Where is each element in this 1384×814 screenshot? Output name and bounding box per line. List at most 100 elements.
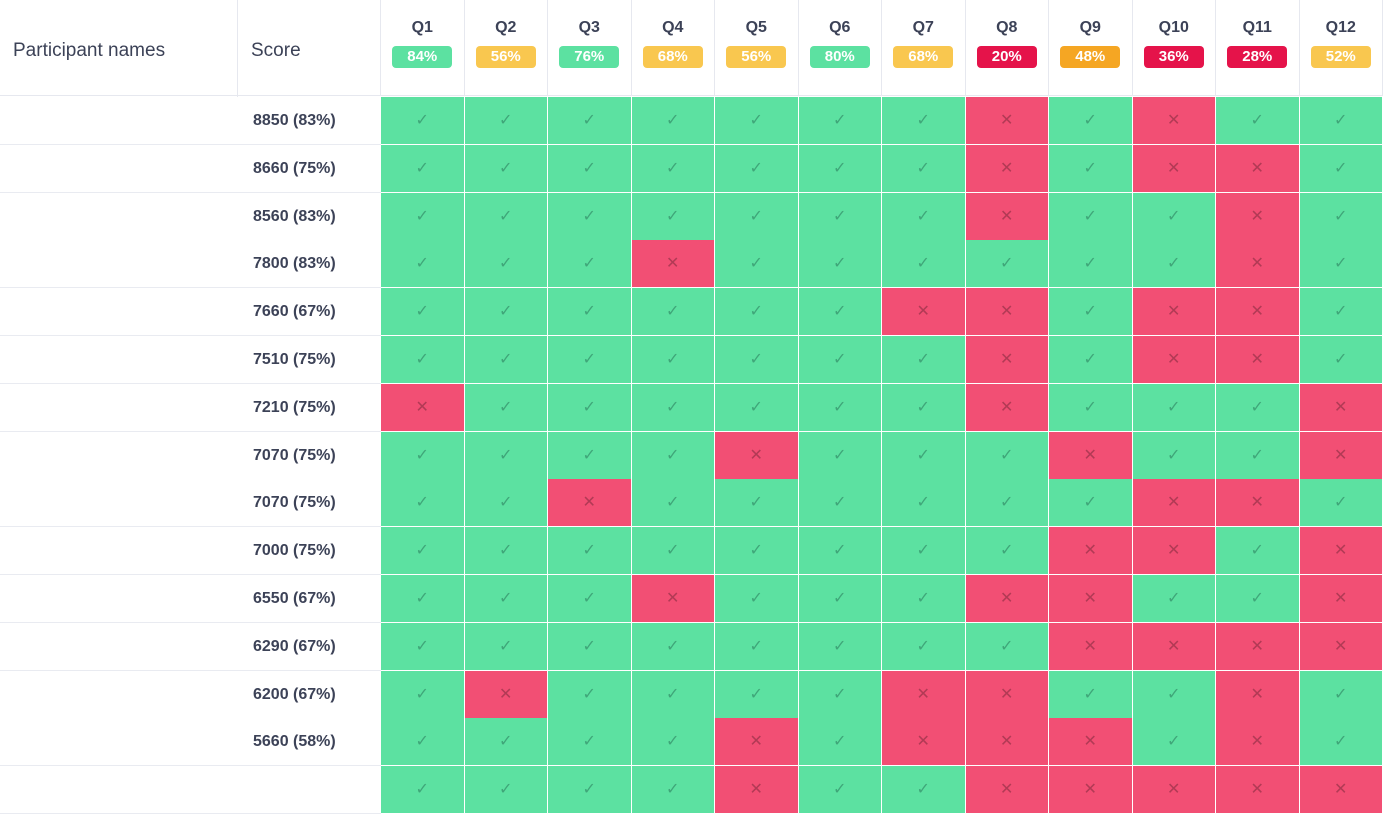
answer-incorrect-cell[interactable]: ✕ <box>631 575 715 623</box>
answer-correct-cell[interactable]: ✓ <box>548 718 632 767</box>
answer-correct-cell[interactable]: ✓ <box>1299 288 1383 337</box>
answer-correct-cell[interactable]: ✓ <box>882 192 966 241</box>
answer-correct-cell[interactable]: ✓ <box>548 431 632 480</box>
answer-correct-cell[interactable]: ✓ <box>548 766 632 814</box>
answer-incorrect-cell[interactable]: ✕ <box>882 288 966 337</box>
answer-correct-cell[interactable]: ✓ <box>1049 336 1133 384</box>
answer-correct-cell[interactable]: ✓ <box>1216 575 1300 623</box>
answer-correct-cell[interactable]: ✓ <box>882 383 966 432</box>
answer-incorrect-cell[interactable]: ✕ <box>1132 288 1216 337</box>
participant-names-header[interactable]: Participant names <box>0 0 238 96</box>
answer-correct-cell[interactable]: ✓ <box>882 431 966 480</box>
answer-correct-cell[interactable]: ✓ <box>798 479 882 528</box>
answer-incorrect-cell[interactable]: ✕ <box>965 670 1049 719</box>
answer-correct-cell[interactable]: ✓ <box>715 288 799 337</box>
answer-incorrect-cell[interactable]: ✕ <box>464 670 548 719</box>
answer-correct-cell[interactable]: ✓ <box>1299 718 1383 767</box>
participant-name-cell[interactable] <box>0 431 238 480</box>
answer-correct-cell[interactable]: ✓ <box>1216 97 1300 145</box>
answer-incorrect-cell[interactable]: ✕ <box>1216 288 1300 337</box>
answer-incorrect-cell[interactable]: ✕ <box>1216 479 1300 528</box>
answer-correct-cell[interactable]: ✓ <box>882 479 966 528</box>
answer-correct-cell[interactable]: ✓ <box>631 336 715 384</box>
answer-correct-cell[interactable]: ✓ <box>715 240 799 289</box>
answer-correct-cell[interactable]: ✓ <box>464 575 548 623</box>
answer-correct-cell[interactable]: ✓ <box>798 97 882 145</box>
answer-correct-cell[interactable]: ✓ <box>798 383 882 432</box>
answer-correct-cell[interactable]: ✓ <box>1049 240 1133 289</box>
question-header-q2[interactable]: Q2 56% <box>464 0 548 96</box>
answer-correct-cell[interactable]: ✓ <box>464 192 548 241</box>
answer-correct-cell[interactable]: ✓ <box>631 766 715 814</box>
answer-incorrect-cell[interactable]: ✕ <box>1216 240 1300 289</box>
answer-incorrect-cell[interactable]: ✕ <box>1049 527 1133 576</box>
answer-correct-cell[interactable]: ✓ <box>548 288 632 337</box>
answer-incorrect-cell[interactable]: ✕ <box>882 670 966 719</box>
answer-correct-cell[interactable]: ✓ <box>464 288 548 337</box>
answer-incorrect-cell[interactable]: ✕ <box>1132 622 1216 671</box>
answer-incorrect-cell[interactable]: ✕ <box>1049 718 1133 767</box>
answer-incorrect-cell[interactable]: ✕ <box>1216 336 1300 384</box>
answer-correct-cell[interactable]: ✓ <box>1049 479 1133 528</box>
answer-correct-cell[interactable]: ✓ <box>548 670 632 719</box>
answer-correct-cell[interactable]: ✓ <box>965 431 1049 480</box>
answer-incorrect-cell[interactable]: ✕ <box>1132 336 1216 384</box>
answer-correct-cell[interactable]: ✓ <box>965 527 1049 576</box>
answer-incorrect-cell[interactable]: ✕ <box>965 288 1049 337</box>
answer-correct-cell[interactable]: ✓ <box>381 97 465 145</box>
answer-correct-cell[interactable]: ✓ <box>715 192 799 241</box>
answer-correct-cell[interactable]: ✓ <box>548 240 632 289</box>
question-header-q6[interactable]: Q6 80% <box>798 0 882 96</box>
answer-correct-cell[interactable]: ✓ <box>965 479 1049 528</box>
question-header-q10[interactable]: Q10 36% <box>1132 0 1216 96</box>
answer-correct-cell[interactable]: ✓ <box>631 479 715 528</box>
answer-correct-cell[interactable]: ✓ <box>464 479 548 528</box>
participant-name-cell[interactable] <box>0 144 238 193</box>
answer-correct-cell[interactable]: ✓ <box>715 622 799 671</box>
answer-correct-cell[interactable]: ✓ <box>631 431 715 480</box>
answer-correct-cell[interactable]: ✓ <box>548 336 632 384</box>
answer-incorrect-cell[interactable]: ✕ <box>1299 766 1383 814</box>
answer-incorrect-cell[interactable]: ✕ <box>1132 144 1216 193</box>
answer-correct-cell[interactable]: ✓ <box>464 97 548 145</box>
answer-correct-cell[interactable]: ✓ <box>882 144 966 193</box>
answer-incorrect-cell[interactable]: ✕ <box>1132 479 1216 528</box>
answer-incorrect-cell[interactable]: ✕ <box>715 718 799 767</box>
participant-name-cell[interactable] <box>0 718 238 767</box>
participant-name-cell[interactable] <box>0 240 238 289</box>
answer-correct-cell[interactable]: ✓ <box>381 431 465 480</box>
answer-incorrect-cell[interactable]: ✕ <box>1299 622 1383 671</box>
answer-correct-cell[interactable]: ✓ <box>548 97 632 145</box>
answer-incorrect-cell[interactable]: ✕ <box>715 766 799 814</box>
answer-incorrect-cell[interactable]: ✕ <box>1132 766 1216 814</box>
answer-correct-cell[interactable]: ✓ <box>1132 718 1216 767</box>
answer-correct-cell[interactable]: ✓ <box>882 766 966 814</box>
answer-correct-cell[interactable]: ✓ <box>798 240 882 289</box>
answer-correct-cell[interactable]: ✓ <box>715 144 799 193</box>
answer-correct-cell[interactable]: ✓ <box>548 527 632 576</box>
answer-correct-cell[interactable]: ✓ <box>464 718 548 767</box>
answer-correct-cell[interactable]: ✓ <box>882 622 966 671</box>
answer-correct-cell[interactable]: ✓ <box>464 144 548 193</box>
answer-incorrect-cell[interactable]: ✕ <box>381 383 465 432</box>
participant-name-cell[interactable] <box>0 192 238 241</box>
answer-incorrect-cell[interactable]: ✕ <box>965 336 1049 384</box>
answer-correct-cell[interactable]: ✓ <box>1216 431 1300 480</box>
participant-name-cell[interactable] <box>0 97 238 145</box>
answer-correct-cell[interactable]: ✓ <box>798 575 882 623</box>
answer-correct-cell[interactable]: ✓ <box>1049 144 1133 193</box>
answer-incorrect-cell[interactable]: ✕ <box>965 192 1049 241</box>
answer-correct-cell[interactable]: ✓ <box>381 240 465 289</box>
answer-correct-cell[interactable]: ✓ <box>1132 240 1216 289</box>
answer-correct-cell[interactable]: ✓ <box>965 622 1049 671</box>
answer-correct-cell[interactable]: ✓ <box>464 766 548 814</box>
answer-correct-cell[interactable]: ✓ <box>1299 192 1383 241</box>
answer-incorrect-cell[interactable]: ✕ <box>548 479 632 528</box>
question-header-q11[interactable]: Q11 28% <box>1216 0 1300 96</box>
answer-incorrect-cell[interactable]: ✕ <box>631 240 715 289</box>
answer-correct-cell[interactable]: ✓ <box>381 192 465 241</box>
answer-correct-cell[interactable]: ✓ <box>882 527 966 576</box>
answer-correct-cell[interactable]: ✓ <box>882 336 966 384</box>
participant-name-cell[interactable] <box>0 670 238 719</box>
answer-correct-cell[interactable]: ✓ <box>1132 670 1216 719</box>
